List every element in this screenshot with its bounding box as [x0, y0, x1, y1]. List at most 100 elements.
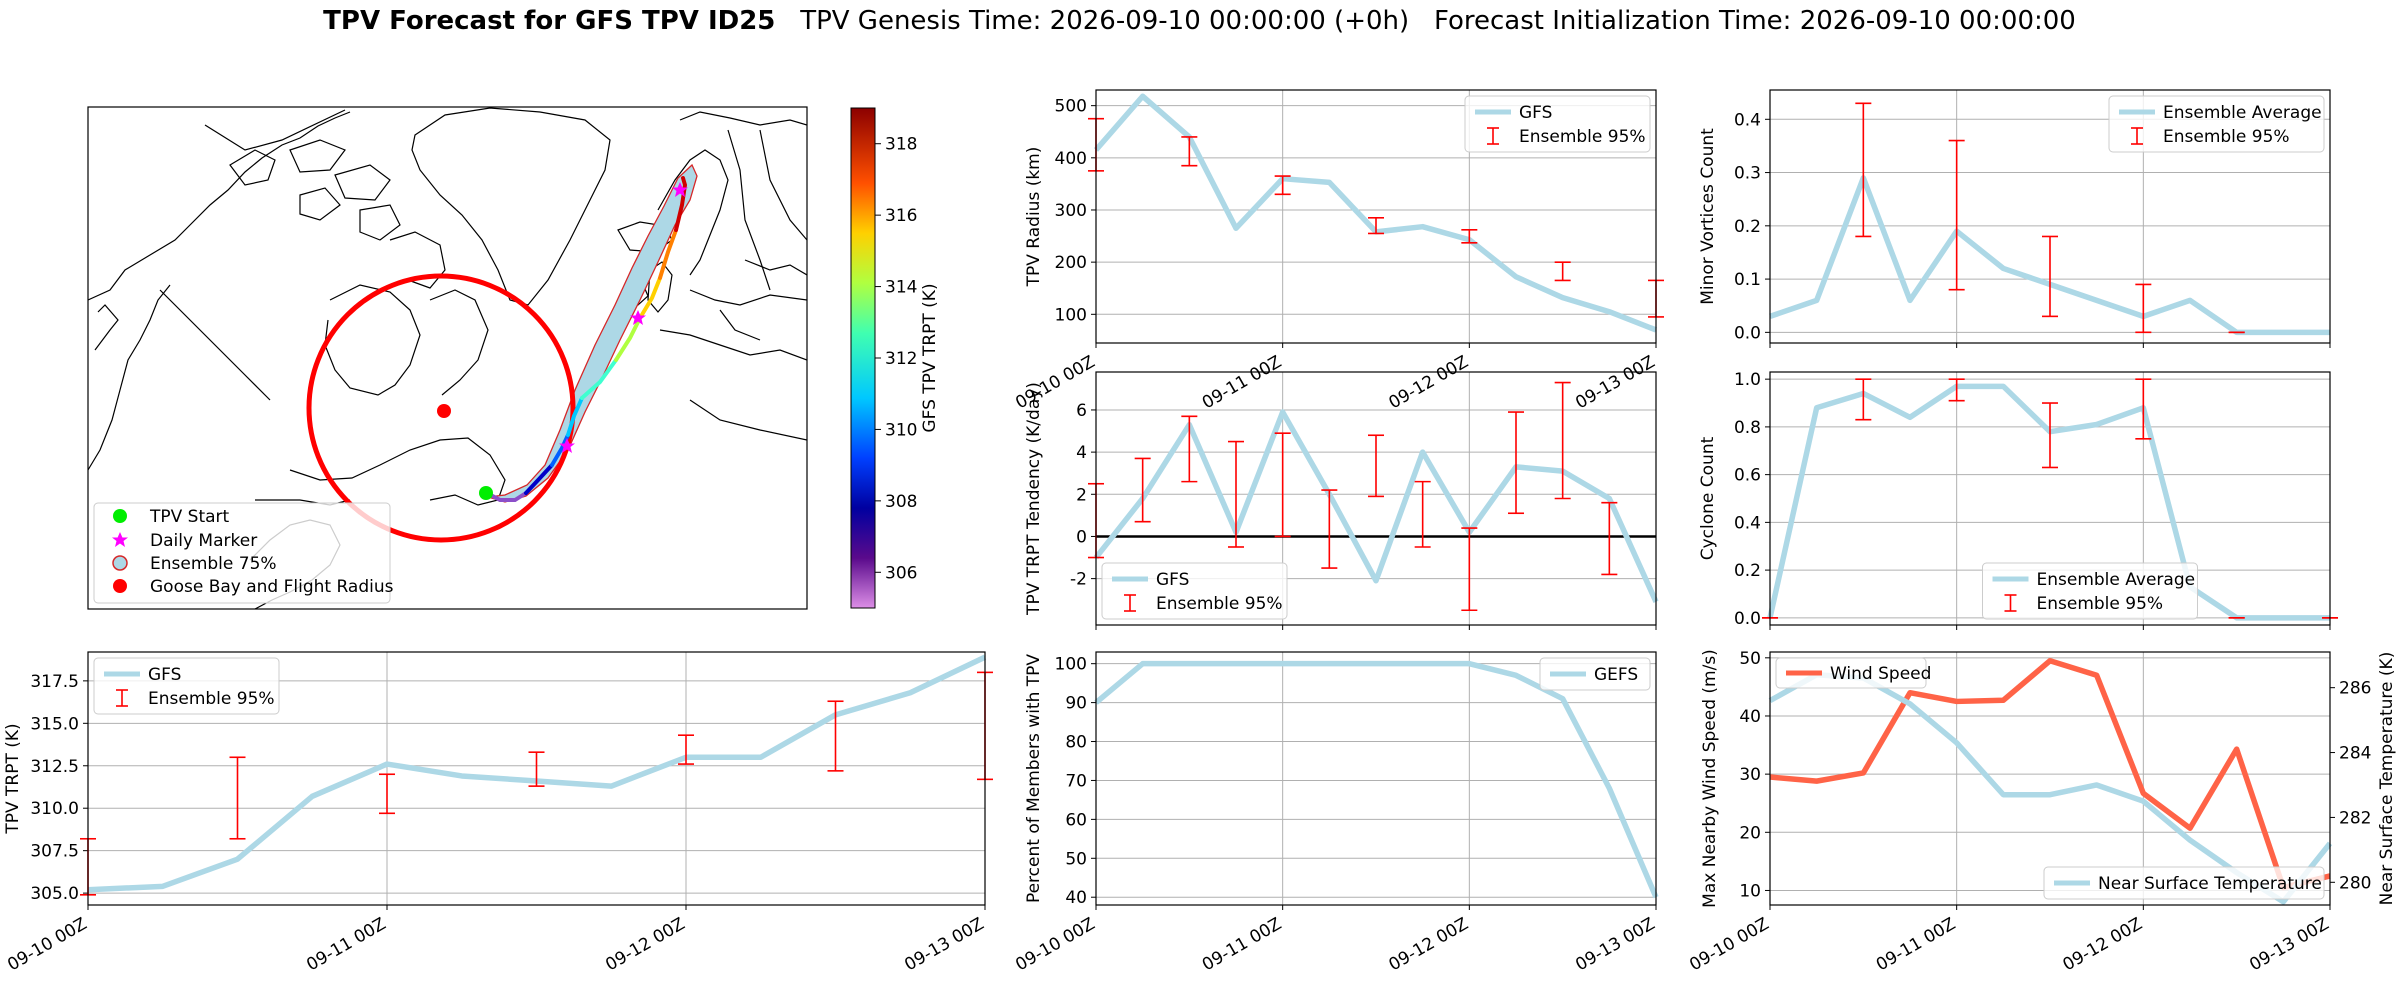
x-tick-label: 09-13 00Z	[1572, 914, 1658, 975]
y-right-tick-label: 286	[2339, 679, 2371, 699]
axes-frame	[87, 651, 986, 906]
y-axis-label: TPV TRPT (K)	[3, 723, 23, 834]
legend-label: Ensemble 95%	[148, 689, 275, 709]
x-tick-label: 09-11 00Z	[1199, 914, 1285, 975]
y-right-tick-label: 280	[2339, 873, 2371, 893]
coastline	[411, 107, 611, 306]
coastline	[289, 139, 346, 173]
coastline	[689, 399, 807, 441]
coastline	[94, 304, 119, 351]
legend-label: Ensemble Average	[2037, 570, 2196, 590]
y-tick-label: 20	[1739, 823, 1761, 843]
legend-box	[93, 657, 280, 715]
y-axis-label: Percent of Members with TPV	[1024, 654, 1044, 903]
y-tick-label: 0	[1076, 527, 1087, 547]
y-right-axis-label: Near Surface Temperature (K)	[2377, 652, 2397, 906]
x-tick-label: 09-13 00Z	[1572, 352, 1658, 413]
coastline	[689, 289, 807, 306]
colorbar-tick-label: 312	[885, 349, 917, 369]
x-tick-label: 09-12 00Z	[602, 914, 688, 975]
coastline	[88, 111, 351, 301]
y-tick-label: 200	[1055, 253, 1087, 273]
y-tick-label: -2	[1070, 570, 1087, 590]
y-tick-label: 400	[1055, 149, 1087, 169]
map-legend-goose-bay: Goose Bay and Flight Radius	[150, 577, 394, 597]
x-tick-label: 09-11 00Z	[1873, 914, 1959, 975]
coastline	[229, 149, 276, 186]
y-tick-label: 0.1	[1734, 270, 1761, 290]
tpv-start-marker	[479, 486, 493, 500]
x-tick-label: 09-13 00Z	[2246, 914, 2332, 975]
daily-marker-star	[559, 438, 575, 453]
legend-label: GFS	[148, 665, 181, 685]
coastline	[647, 261, 673, 313]
legend-box	[2043, 866, 2325, 900]
country-border	[204, 109, 346, 151]
y-tick-label: 310.0	[30, 799, 79, 819]
legend-box	[1775, 657, 1927, 689]
coastline	[389, 231, 446, 289]
colorbar-tick-label: 318	[885, 135, 917, 155]
series-line	[1094, 660, 1659, 899]
y-tick-label: 40	[1065, 888, 1087, 908]
y-tick-label: 317.5	[30, 672, 79, 692]
colorbar-tick-label: 308	[885, 492, 917, 512]
y-right-tick-label: 282	[2339, 808, 2371, 828]
daily-marker-star	[672, 182, 688, 197]
coastline	[679, 111, 807, 126]
y-right-tick-label: 284	[2339, 744, 2371, 764]
y-tick-label: 315.0	[30, 714, 79, 734]
y-tick-label: 50	[1739, 649, 1761, 669]
country-border	[719, 309, 761, 341]
country-border	[727, 129, 771, 291]
axes-frame	[1095, 651, 1657, 906]
legend-label: GFS	[1519, 103, 1552, 123]
colorbar-tick-label: 306	[885, 563, 917, 583]
y-tick-label: 30	[1739, 765, 1761, 785]
legend-label: GFS	[1156, 570, 1189, 590]
legend-label: Ensemble 95%	[2037, 594, 2164, 614]
legend-label: Ensemble 95%	[2163, 127, 2290, 147]
y-tick-label: 80	[1065, 733, 1087, 753]
legend-temp: Near Surface Temperature	[2043, 866, 2325, 900]
x-tick-label: 09-13 00Z	[901, 914, 987, 975]
colorbar: 306 308 310 312 314 316 318 GFS TPV TRPT (K)	[850, 107, 940, 609]
legend-box	[2108, 95, 2325, 153]
x-tick-label: 09-12 00Z	[2060, 914, 2146, 975]
coastline	[659, 329, 807, 361]
legend: Ensemble Average Ensemble 95%	[1982, 562, 2198, 620]
chart-cyclone: 0.0 0.2 0.4 0.6 0.8 1.0 Cyclone Count Ensemble …	[1698, 370, 2338, 630]
colorbar-label: GFS TPV TRPT (K)	[920, 283, 940, 432]
y-tick-label: 500	[1055, 97, 1087, 117]
legend: GEFS	[1539, 657, 1651, 691]
series-line-wind-speed	[1769, 657, 2331, 891]
colorbar-tick-label: 310	[885, 420, 917, 440]
track-map: TPV Start Daily Marker Ensemble 75% Goos…	[87, 106, 940, 610]
legend-wind: Wind Speed	[1775, 657, 1931, 689]
map-legend-daily: Daily Marker	[150, 531, 257, 551]
legend-label: Near Surface Temperature	[2098, 874, 2322, 894]
legend: GFS Ensemble 95%	[1464, 95, 1651, 153]
coastline	[359, 204, 401, 241]
y-tick-label: 1.0	[1734, 370, 1761, 390]
map-legend-start: TPV Start	[149, 507, 230, 527]
y-tick-label: 0.6	[1734, 466, 1761, 486]
legend-label: Ensemble 95%	[1519, 127, 1646, 147]
map-legend: TPV Start Daily Marker Ensemble 75% Goos…	[93, 502, 394, 604]
y-tick-label: 40	[1739, 707, 1761, 727]
country-border	[759, 129, 807, 241]
y-tick-label: 0.0	[1734, 323, 1761, 343]
y-tick-label: 305.0	[30, 884, 79, 904]
coastline	[289, 437, 506, 506]
coastline	[334, 164, 391, 201]
country-border	[744, 259, 807, 276]
y-tick-label: 0.4	[1734, 110, 1761, 130]
legend: Ensemble Average Ensemble 95%	[2108, 95, 2325, 153]
coastline	[657, 149, 729, 276]
y-axis-label: Max Nearby Wind Speed (m/s)	[1700, 649, 1720, 908]
legend-label: Ensemble 95%	[1156, 594, 1283, 614]
y-tick-label: 300	[1055, 201, 1087, 221]
axes-frame	[1769, 89, 2331, 344]
